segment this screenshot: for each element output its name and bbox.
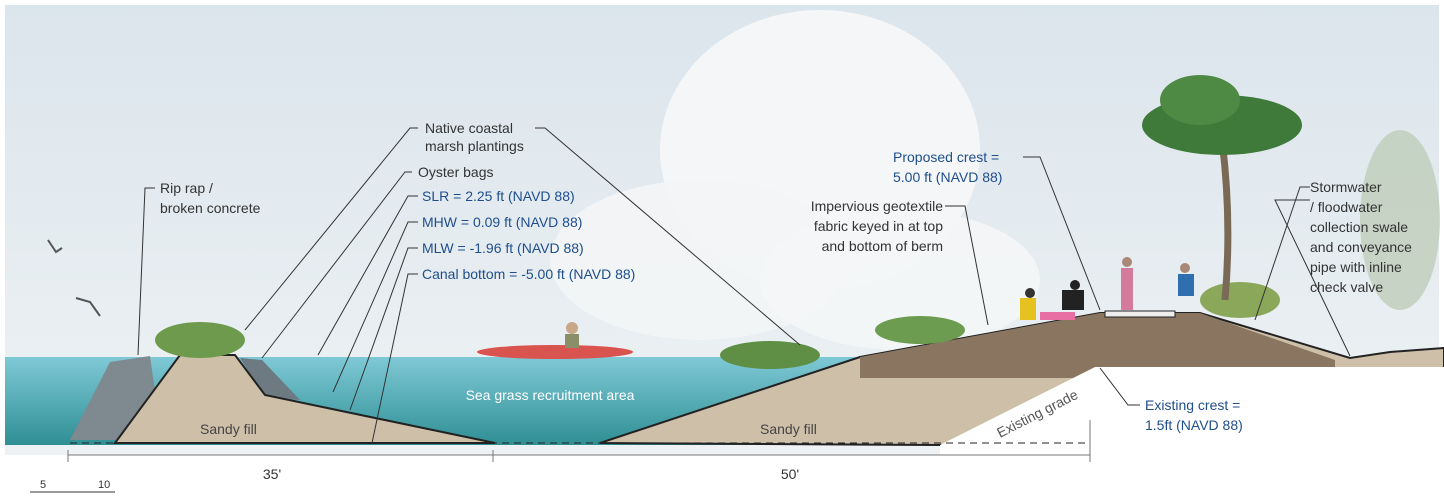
callout-text: Impervious geotextile (811, 198, 944, 214)
berm-core (860, 313, 1335, 378)
area-label: Sea grass recruitment area (466, 387, 635, 403)
callout-text: marsh plantings (425, 138, 524, 154)
callout-text: Native coastal (425, 120, 513, 136)
callout-text: 5.00 ft (NAVD 88) (893, 169, 1002, 185)
marsh-plants (720, 341, 820, 369)
callout-text: and bottom of berm (822, 238, 943, 254)
birds (47, 239, 101, 317)
callout-text: and conveyance (1310, 239, 1412, 255)
callout-text: fabric keyed in at top (814, 218, 943, 234)
callout-labels: Rip rap / broken concrete Native coastal… (160, 120, 1412, 433)
callout-text: MLW = -1.96 ft (NAVD 88) (422, 240, 584, 256)
scale-label: 10 (98, 479, 110, 491)
path (1104, 310, 1176, 318)
shrubs (875, 316, 965, 344)
callout-text: pipe with inline (1310, 259, 1402, 275)
marsh-plants (155, 322, 245, 358)
callout-text: 1.5ft (NAVD 88) (1145, 417, 1243, 433)
callout-text: / floodwater (1310, 199, 1383, 215)
kayak (477, 322, 633, 359)
callout-text: collection swale (1310, 219, 1408, 235)
shrubs (1200, 282, 1280, 318)
callout-text: Existing crest = (1145, 397, 1240, 413)
people (1020, 257, 1194, 320)
dimension-label: 35' (263, 466, 281, 482)
callout-text: MHW = 0.09 ft (NAVD 88) (422, 214, 582, 230)
oyster-bags (240, 358, 300, 400)
area-label: Sandy fill (760, 421, 817, 437)
area-label: Sandy fill (200, 421, 257, 437)
callout-text: Canal bottom = -5.00 ft (NAVD 88) (422, 266, 635, 282)
palm-tree (1142, 75, 1302, 301)
dimension-label: 50' (781, 466, 799, 482)
callout-text: SLR = 2.25 ft (NAVD 88) (422, 188, 575, 204)
callout-text: Stormwater (1310, 179, 1382, 195)
scale-label: 5 (40, 479, 46, 491)
callout-text: broken concrete (160, 200, 261, 216)
callout-text: check valve (1310, 279, 1383, 295)
callout-text: Rip rap / (160, 180, 213, 196)
callout-text: Proposed crest = (893, 149, 999, 165)
callout-text: Oyster bags (418, 164, 493, 180)
dimension-line (67, 420, 1091, 462)
leader-lines (137, 127, 1351, 444)
existing-ground (940, 367, 1444, 455)
